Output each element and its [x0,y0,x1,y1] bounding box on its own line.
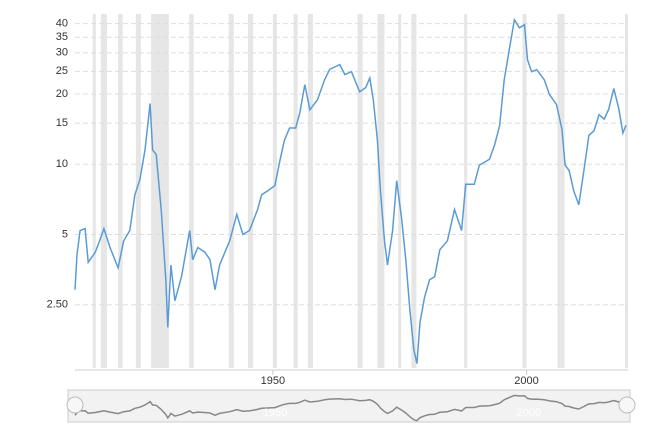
y-tick-label: 20 [56,88,68,100]
recession-band [357,14,363,368]
recession-band [248,14,254,368]
y-tick-label: 35 [56,31,68,43]
navigator: 1950 2000 [74,394,627,422]
y-tick-label: 2.50 [47,299,68,311]
navigator-line [74,394,627,422]
x-tick-label: 1950 [261,375,285,387]
recession-band [272,14,277,368]
recession-band [92,14,96,368]
recession-band [522,14,527,368]
recession-band [411,14,417,368]
y-tick-label: 25 [56,65,68,77]
recession-band [557,14,565,368]
y-tick-label: 40 [56,18,68,30]
recession-band [293,14,298,368]
recession-band [307,14,313,368]
recession-band [135,14,141,368]
recession-band [398,14,402,368]
recession-band [624,14,628,368]
recession-band [100,14,107,368]
recession-band [189,14,194,368]
x-tick-label: 2000 [514,375,538,387]
y-tick-label: 30 [56,47,68,59]
y-tick-label: 10 [56,158,68,170]
recession-band [118,14,123,368]
y-tick-label: 5 [62,228,68,240]
navigator-tick-label: 2000 [517,407,541,419]
y-tick-label: 15 [56,117,68,129]
navigator-background [67,389,631,423]
recession-band [228,14,234,368]
navigator-handle-right[interactable] [618,396,636,414]
navigator-tick-label: 1950 [263,407,287,419]
data-line [74,17,627,364]
navigator-handle-left[interactable] [66,396,84,414]
